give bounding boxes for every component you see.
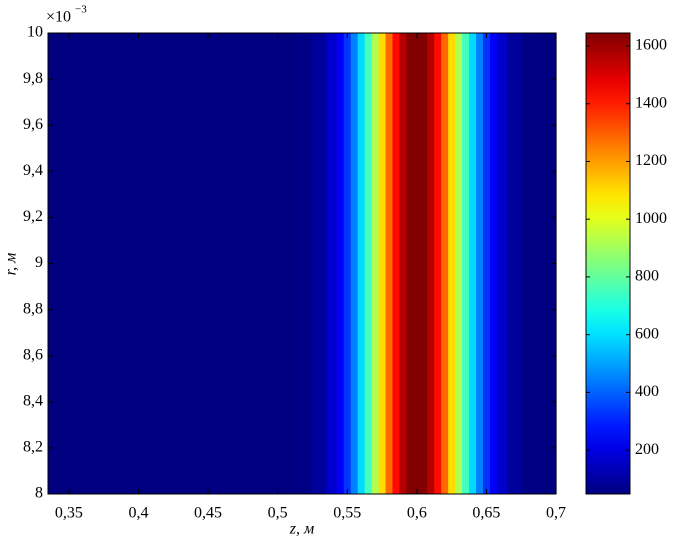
colorbar-tick-label: 1200	[635, 152, 667, 169]
y-tick-label: 8,4	[23, 392, 43, 409]
x-tick-label: 0,7	[546, 505, 566, 522]
heatmap-cell	[350, 33, 359, 494]
colorbar	[585, 32, 631, 495]
x-tick-label: 0,35	[55, 505, 83, 522]
heatmap-cell	[103, 33, 174, 494]
y-tick-label: 9,4	[23, 162, 43, 179]
heatmap-cell	[469, 33, 477, 494]
heatmap-cell	[507, 33, 522, 494]
heatmap	[48, 33, 557, 494]
heatmap-cell	[455, 33, 463, 494]
y-tick-label: 10	[27, 24, 43, 41]
x-tick-label: 0,4	[128, 505, 148, 522]
colorbar-tick-label: 200	[635, 441, 659, 458]
y-tick-label: 9	[35, 254, 43, 271]
y-axis-label: r, м	[3, 253, 20, 276]
heatmap-cell	[242, 33, 293, 494]
heatmap-cell	[336, 33, 345, 494]
heatmap-cell	[434, 33, 442, 494]
heatmap-cell	[291, 33, 314, 494]
x-axis-label: z, м	[289, 521, 314, 538]
heatmap-cell	[489, 33, 498, 494]
x-tick-label: 0,55	[333, 505, 361, 522]
x-tick-label: 0,5	[268, 505, 288, 522]
heatmap-cell	[371, 33, 380, 494]
colorbar-tick-label: 1600	[635, 37, 667, 54]
y-tick-label: 8,2	[23, 439, 43, 456]
heatmap-cell	[420, 33, 428, 494]
colorbar-tick-label: 600	[635, 325, 659, 342]
heatmap-cell	[343, 33, 352, 494]
x-tick-label: 0,45	[194, 505, 222, 522]
heatmap-cell	[413, 33, 421, 494]
y-tick-label: 8,6	[23, 346, 43, 363]
x-tick-label: 0,65	[472, 505, 500, 522]
heatmap-cell	[326, 33, 338, 494]
heatmap-cell	[496, 33, 508, 494]
heatmap-cell	[312, 33, 327, 494]
heatmap-cell	[364, 33, 373, 494]
y-exponent: −3	[75, 4, 87, 16]
heatmap-cell	[357, 33, 366, 494]
heatmap-cell	[385, 33, 394, 494]
heatmap-cell	[482, 33, 491, 494]
colorbar-tick-label: 1400	[635, 94, 667, 111]
x-tick-label: 0,6	[407, 505, 427, 522]
heatmap-cell	[441, 33, 449, 494]
y-tick-label: 9,2	[23, 208, 43, 225]
heatmap-cell	[392, 33, 401, 494]
y-tick-label: 9,6	[23, 116, 43, 133]
heatmap-cell	[54, 33, 105, 494]
y-tick-label: 8	[35, 485, 43, 502]
y-multiplier: ×10	[46, 9, 71, 26]
colorbar-tick-label: 1000	[635, 210, 667, 227]
heatmap-cell	[448, 33, 456, 494]
heatmap-cell	[475, 33, 484, 494]
y-tick-label: 8,8	[23, 300, 43, 317]
heatmap-cell	[406, 33, 414, 494]
heatmap-cell	[173, 33, 244, 494]
heatmap-cell	[462, 33, 470, 494]
colorbar-tick-label: 800	[635, 268, 659, 285]
heatmap-cell	[399, 33, 407, 494]
heatmap-cell	[378, 33, 387, 494]
heatmap-cell	[521, 33, 543, 494]
colorbar-tick-label: 400	[635, 383, 659, 400]
y-tick-label: 9,8	[23, 70, 43, 87]
heatmap-cell	[427, 33, 435, 494]
heatmap-cell	[542, 33, 557, 494]
